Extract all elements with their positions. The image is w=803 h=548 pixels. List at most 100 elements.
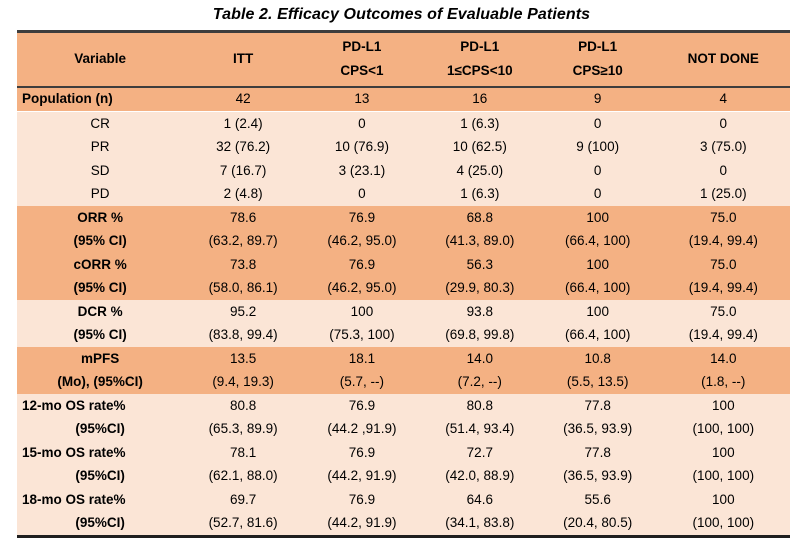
row-label: (95%CI) (75, 421, 125, 437)
cell-value: 100 (586, 209, 609, 225)
cell-value: (100, 100) (692, 515, 755, 531)
column-header-line2: CPS<1 (340, 63, 384, 79)
cell-value: 0 (719, 115, 728, 131)
table-row: (95% CI) (83.8, 99.4) (75.3, 100) (69.8, 99… (17, 323, 790, 347)
cell-value: (100, 100) (692, 421, 755, 437)
cell-value: 56.3 (466, 256, 493, 272)
table-row: (95%CI) (65.3, 89.9) (44.2 ,91.9) (51.4, 93… (17, 417, 790, 441)
row-label: SD (90, 162, 110, 178)
cell-value: 42 (235, 91, 251, 107)
cell-value: (5.7, --) (339, 374, 385, 390)
column-header-line2: 1≤CPS<10 (447, 63, 513, 79)
cell-value: 76.9 (348, 397, 376, 413)
table-row: (95%CI) (52.7, 81.6) (44.2, 91.9) (34.1, 83… (17, 511, 790, 537)
column-header-line1: Variable (74, 51, 126, 67)
cell-value: 73.8 (229, 256, 257, 272)
table-row: (95% CI) (63.2, 89.7) (46.2, 95.0) (41.3, 8… (17, 229, 790, 253)
column-header-pdl1-cps-1-10: PD-L1 1≤CPS<10 (421, 32, 539, 87)
cell-value: 100 (586, 303, 609, 319)
cell-value: 93.8 (466, 303, 493, 319)
row-label: cORR % (73, 256, 127, 272)
row-label: PR (90, 139, 110, 155)
row-label: (95% CI) (73, 233, 127, 249)
cell-value: 32 (76.2) (216, 139, 271, 155)
cell-value: (1.8, --) (701, 374, 746, 390)
table-row: SD 7 (16.7) 3 (23.1) 4 (25.0) 0 0 (17, 159, 790, 183)
table-row: CR 1 (2.4) 0 1 (6.3) 0 0 (17, 111, 790, 136)
cell-value: (66.4, 100) (565, 327, 631, 343)
row-label: (Mo), (95%CI) (57, 374, 143, 390)
table-row: (Mo), (95%CI) (9.4, 19.3) (5.7, --) (7.2, -… (17, 370, 790, 394)
cell-value: 0 (593, 115, 602, 131)
cell-value: (66.4, 100) (565, 233, 631, 249)
cell-value: 13.5 (229, 350, 257, 366)
cell-value: (7.2, --) (457, 374, 502, 390)
cell-value: 75.0 (710, 209, 737, 225)
table-row: DCR % 95.2 100 93.8 100 75.0 (17, 300, 790, 324)
cell-value: 68.8 (466, 209, 493, 225)
column-header-line2: CPS≥10 (572, 63, 623, 79)
table-row: Population (n) 42 13 16 9 4 (17, 86, 790, 112)
cell-value: 7 (16.7) (219, 162, 267, 178)
cell-value: (75.3, 100) (329, 327, 395, 343)
table-row: 15-mo OS rate% 78.1 76.9 72.7 77.8 100 (17, 441, 790, 465)
row-label: 12-mo OS rate% (22, 397, 126, 413)
cell-value: 14.0 (710, 350, 737, 366)
table-row: (95%CI) (62.1, 88.0) (44.2, 91.9) (42.0, 88… (17, 464, 790, 488)
cell-value: 77.8 (584, 444, 611, 460)
row-label: DCR % (77, 303, 123, 319)
column-header-line1: NOT DONE (687, 51, 759, 67)
cell-value: (36.5, 93.9) (563, 421, 633, 437)
cell-value: 10 (62.5) (452, 139, 507, 155)
cell-value: (46.2, 95.0) (327, 233, 397, 249)
table-row: PR 32 (76.2) 10 (76.9) 10 (62.5) 9 (100) 3 (7… (17, 135, 790, 159)
cell-value: 1 (6.3) (460, 115, 500, 131)
cell-value: 2 (4.8) (223, 186, 263, 202)
cell-value: 75.0 (710, 303, 737, 319)
cell-value: 10 (76.9) (334, 139, 389, 155)
cell-value: 0 (358, 186, 366, 202)
column-header-line1: PD-L1 (342, 39, 382, 55)
cell-value: 9 (100) (576, 139, 620, 155)
cell-value: (29.9, 80.3) (445, 280, 515, 296)
cell-value: 13 (354, 91, 370, 107)
cell-value: 4 (25.0) (456, 162, 504, 178)
cell-value: 80.8 (229, 397, 257, 413)
table-body: Population (n) 42 13 16 9 4 CR 1 (2.4) 0 1 (6.3) 0… (17, 86, 790, 537)
cell-value: 4 (719, 91, 728, 107)
row-label: ORR % (77, 209, 123, 225)
table-row: PD 2 (4.8) 0 1 (6.3) 0 1 (25.0) (17, 182, 790, 206)
column-header-line1: ITT (232, 51, 254, 67)
table-row: ORR % 78.6 76.9 68.8 100 75.0 (17, 206, 790, 230)
cell-value: (52.7, 81.6) (208, 515, 278, 531)
cell-value: (46.2, 95.0) (327, 280, 397, 296)
cell-value: 100 (586, 256, 609, 272)
cell-value: (83.8, 99.4) (208, 327, 278, 343)
cell-value: (100, 100) (692, 468, 755, 484)
cell-value: 69.7 (229, 491, 257, 507)
cell-value: (65.3, 89.9) (208, 421, 278, 437)
cell-value: (44.2, 91.9) (327, 515, 397, 531)
row-label: (95%CI) (75, 468, 125, 484)
table-row: 12-mo OS rate% 80.8 76.9 80.8 77.8 100 (17, 394, 790, 418)
cell-value: 100 (712, 397, 735, 413)
cell-value: 100 (712, 444, 735, 460)
cell-value: 16 (472, 91, 488, 107)
cell-value: 76.9 (348, 491, 376, 507)
cell-value: 18.1 (348, 350, 376, 366)
cell-value: (63.2, 89.7) (208, 233, 278, 249)
cell-value: 0 (719, 162, 728, 178)
cell-value: 0 (593, 162, 602, 178)
cell-value: 3 (75.0) (700, 139, 747, 155)
row-label: (95% CI) (73, 327, 127, 343)
cell-value: 3 (23.1) (338, 162, 386, 178)
cell-value: 64.6 (466, 491, 493, 507)
row-label: CR (90, 115, 110, 131)
cell-value: 100 (712, 491, 735, 507)
table-header: Variable ITT PD-L1 CPS<1 PD-L1 1≤CPS<10 PD-L1 C… (17, 31, 790, 87)
table-row: cORR % 73.8 76.9 56.3 100 75.0 (17, 253, 790, 277)
table-row: (95% CI) (58.0, 86.1) (46.2, 95.0) (29.9, 8… (17, 276, 790, 300)
cell-value: 1 (25.0) (700, 186, 747, 202)
row-label: 15-mo OS rate% (22, 444, 126, 460)
cell-value: (69.8, 99.8) (445, 327, 515, 343)
